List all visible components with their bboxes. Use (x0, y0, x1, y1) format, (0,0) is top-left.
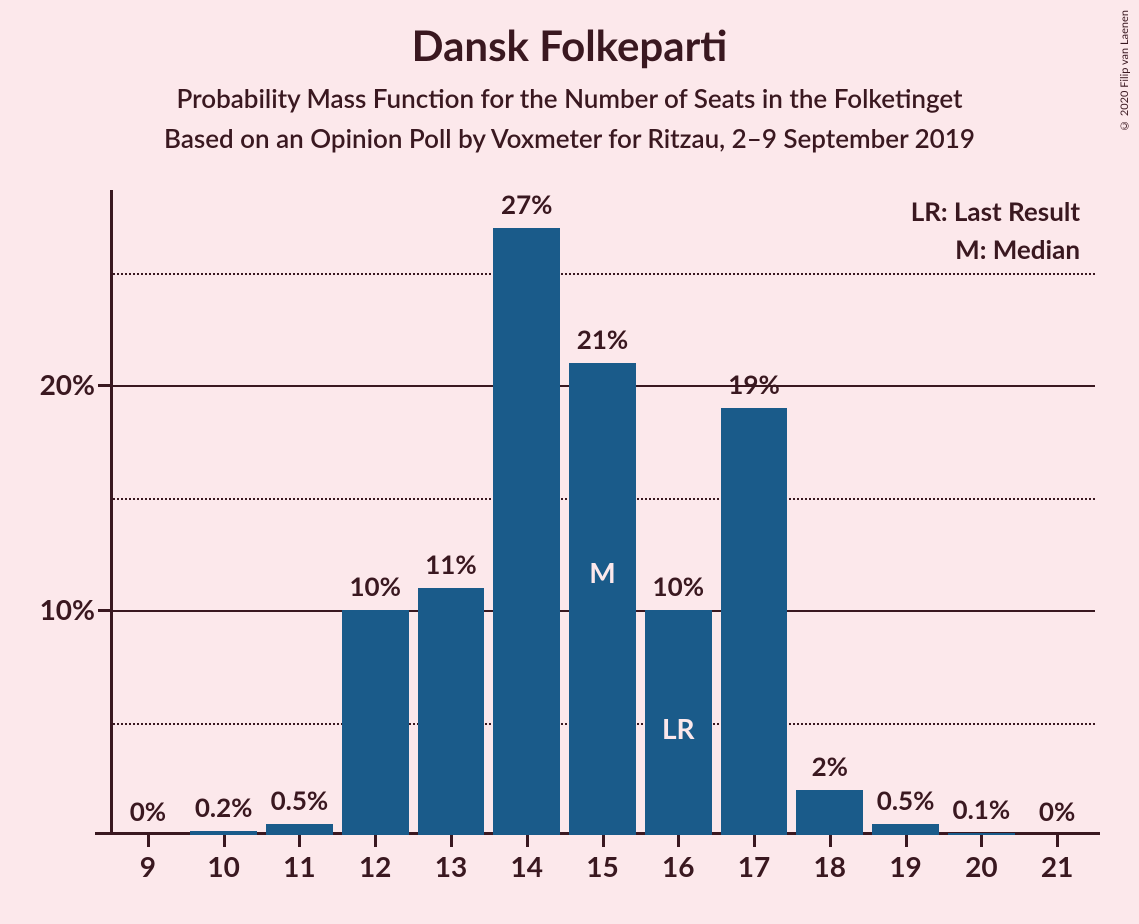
bar (872, 824, 939, 835)
y-tick (98, 384, 110, 387)
chart-plot-area: LR: Last Result M: Median 10%20%0%90.2%1… (110, 205, 1095, 835)
x-axis-tick-label: 14 (497, 849, 557, 883)
y-axis-tick-label: 20% (15, 367, 95, 401)
x-tick (677, 835, 680, 847)
x-axis-tick-label: 19 (876, 849, 936, 883)
gridline-minor (110, 273, 1095, 275)
plot-region: 10%20%0%90.2%100.5%1110%1211%1327%1421%1… (110, 205, 1095, 835)
bar-value-label: 0% (1012, 795, 1102, 827)
y-axis-tick-label: 10% (15, 592, 95, 626)
bar-value-label: 21% (558, 323, 648, 355)
bar-value-label: 0.5% (254, 784, 344, 816)
x-axis-tick-label: 17 (724, 849, 784, 883)
x-tick (1056, 835, 1059, 847)
x-axis-tick-label: 13 (421, 849, 481, 883)
x-axis-tick-label: 16 (648, 849, 708, 883)
bar (569, 363, 636, 836)
bar (493, 228, 560, 836)
bar (418, 588, 485, 836)
chart-container: © 2020 Filip van Laenen Dansk Folkeparti… (0, 0, 1139, 924)
x-axis-tick-label: 12 (345, 849, 405, 883)
x-tick (298, 835, 301, 847)
x-axis-tick-label: 18 (800, 849, 860, 883)
x-axis-tick-label: 11 (269, 849, 329, 883)
bar (342, 610, 409, 835)
last-result-annotation: LR (648, 711, 708, 745)
bar (266, 824, 333, 835)
bar-value-label: 2% (785, 750, 875, 782)
x-tick (374, 835, 377, 847)
copyright-text: © 2020 Filip van Laenen (1118, 10, 1131, 132)
x-tick (223, 835, 226, 847)
x-tick (829, 835, 832, 847)
x-tick (147, 835, 150, 847)
chart-title: Dansk Folkeparti (0, 20, 1139, 70)
chart-subtitle-1: Probability Mass Function for the Number… (0, 82, 1139, 114)
x-tick (980, 835, 983, 847)
x-axis-tick-label: 10 (194, 849, 254, 883)
median-annotation: M (573, 555, 633, 589)
x-axis-tick-label: 21 (1027, 849, 1087, 883)
x-tick (602, 835, 605, 847)
bar (796, 790, 863, 835)
x-tick (753, 835, 756, 847)
bar-value-label: 11% (406, 548, 496, 580)
x-axis-tick-label: 9 (118, 849, 178, 883)
x-tick (526, 835, 529, 847)
x-axis-tick-label: 20 (951, 849, 1011, 883)
bar-value-label: 19% (709, 368, 799, 400)
x-axis-tick-label: 15 (573, 849, 633, 883)
bar-value-label: 27% (482, 188, 572, 220)
y-tick (98, 609, 110, 612)
bar-value-label: 10% (633, 570, 723, 602)
x-tick (905, 835, 908, 847)
x-tick (450, 835, 453, 847)
chart-subtitle-2: Based on an Opinion Poll by Voxmeter for… (0, 122, 1139, 154)
bar (721, 408, 788, 836)
